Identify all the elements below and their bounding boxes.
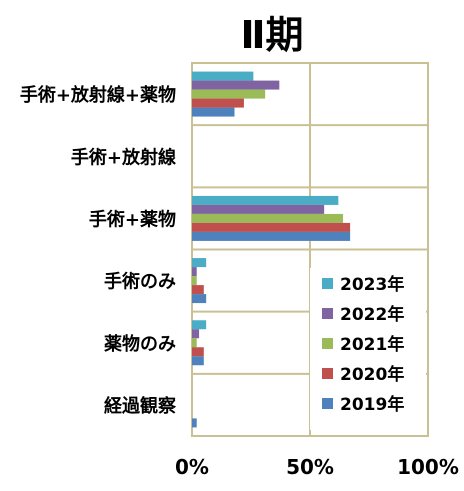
legend-swatch [322, 278, 333, 289]
category-label: 手術+放射線 [71, 146, 176, 168]
x-tick-label: 50% [286, 455, 334, 479]
category-label: 手術+放射線+薬物 [20, 84, 176, 106]
category-label: 手術+薬物 [89, 208, 176, 230]
category-label: 経過観察 [104, 395, 177, 417]
bar [192, 71, 254, 81]
bar [192, 267, 197, 277]
bar [192, 276, 197, 286]
bar [192, 195, 339, 205]
bar [192, 80, 280, 90]
bar [192, 98, 244, 108]
legend-swatch [322, 338, 333, 349]
legend-swatch [322, 368, 333, 379]
bar [192, 222, 351, 232]
legend-label: 2022年 [340, 304, 404, 325]
bar [192, 285, 204, 295]
legend-label: 2021年 [340, 334, 404, 355]
bar [192, 89, 266, 99]
bar [192, 231, 351, 241]
category-label: 手術のみ [104, 271, 176, 293]
legend-label: 2019年 [340, 394, 404, 415]
legend-label: 2023年 [340, 274, 404, 295]
x-tick-label: 0% [175, 455, 209, 479]
bar [192, 213, 344, 223]
bar [192, 338, 197, 348]
legend-label: 2020年 [340, 364, 404, 385]
category-label: 薬物のみ [104, 333, 176, 355]
bar [192, 356, 204, 366]
bar [192, 204, 325, 214]
bar [192, 258, 207, 268]
legend-swatch [322, 398, 333, 409]
x-tick-label: 100% [397, 455, 459, 479]
bar [192, 329, 200, 339]
bar [192, 107, 235, 117]
legend-swatch [322, 308, 333, 319]
bar [192, 347, 204, 357]
bar [192, 320, 207, 330]
chart-title: Ⅱ期 [240, 13, 304, 57]
bar [192, 418, 197, 428]
bar [192, 294, 207, 304]
